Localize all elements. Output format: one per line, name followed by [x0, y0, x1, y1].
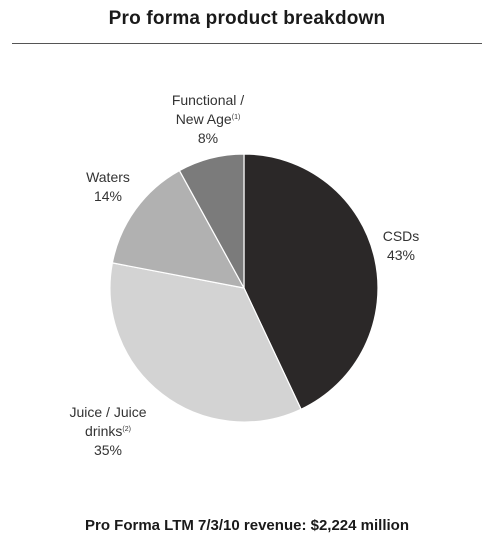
pie-slice-0 [243, 153, 379, 411]
pie-slice-3 [178, 153, 245, 289]
slice-label-0: CSDs 43% [383, 228, 420, 263]
pie-slice-1 [109, 262, 302, 423]
pie-slice-2 [111, 169, 246, 289]
slice-label-1: Juice / Juice drinks(2) 35% [69, 404, 146, 458]
slice-label-2: Waters 14% [86, 169, 130, 204]
slice-label-3: Functional / New Age(1) 8% [172, 92, 244, 146]
revenue-footer: Pro Forma LTM 7/3/10 revenue: $2,224 mil… [84, 517, 409, 534]
title-divider [12, 43, 482, 44]
chart-title: Pro forma product breakdown [108, 8, 386, 29]
